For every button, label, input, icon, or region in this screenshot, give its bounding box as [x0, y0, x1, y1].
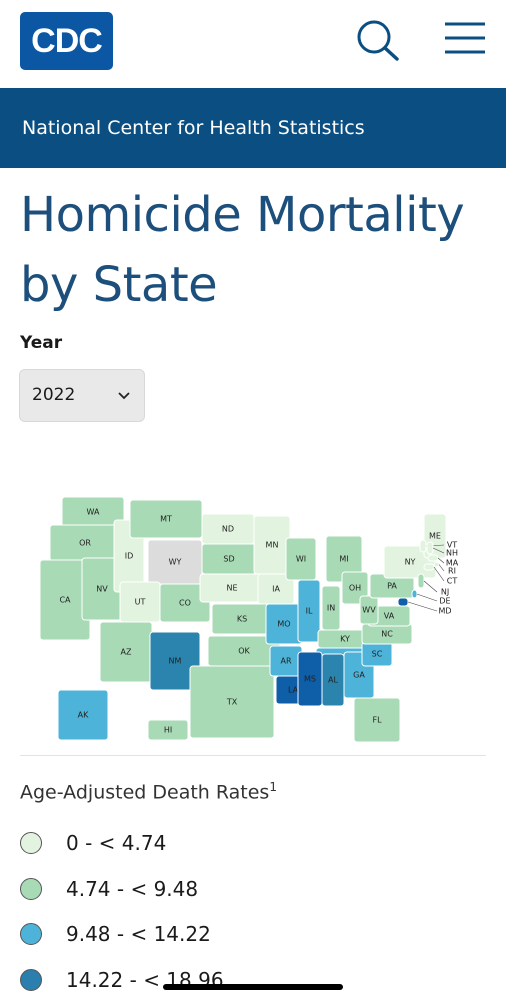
- state: [426, 541, 434, 555]
- state-label: GA: [353, 671, 365, 680]
- legend-swatch: [20, 923, 42, 945]
- state-label: KY: [340, 635, 350, 644]
- leader-line: [433, 566, 445, 582]
- legend-swatch: [20, 832, 42, 854]
- state-label: KS: [237, 615, 247, 624]
- state-label: IN: [327, 604, 335, 613]
- state-label: OH: [349, 584, 361, 593]
- state-label: SD: [223, 555, 234, 564]
- state: [57, 689, 109, 741]
- state-label: VT: [447, 541, 457, 550]
- state-label: MN: [266, 541, 279, 550]
- footnote: 1: [269, 780, 277, 794]
- state-label: ID: [125, 552, 134, 561]
- state: [297, 579, 321, 643]
- state: [159, 583, 211, 623]
- state: [417, 573, 425, 589]
- legend-swatch: [20, 877, 42, 900]
- search-icon[interactable]: [355, 18, 401, 62]
- state-label: NE: [226, 584, 237, 593]
- state: [189, 665, 275, 739]
- state: [147, 719, 189, 741]
- state: [423, 563, 435, 571]
- chevron: [118, 392, 130, 400]
- state-label: LA: [288, 686, 299, 695]
- legend-label: 9.48 - < 14.22: [66, 922, 211, 946]
- state-label: NY: [405, 558, 416, 567]
- state-label: VA: [384, 612, 395, 621]
- state: [419, 539, 427, 553]
- state-label: MO: [277, 620, 290, 629]
- legend-label: 0 - < 4.74: [66, 831, 167, 855]
- leader-line: [432, 547, 445, 554]
- state-label: NV: [96, 585, 108, 594]
- state-label: ME: [429, 532, 441, 541]
- state: [427, 554, 439, 562]
- state-label: MS: [304, 675, 316, 684]
- leader-line: [416, 593, 438, 602]
- leader-line: [407, 601, 438, 612]
- leader-line: [423, 580, 438, 593]
- state-label: CA: [59, 596, 71, 605]
- legend-item[interactable]: 14.22 - < 18.96: [20, 965, 224, 995]
- state-label: WI: [296, 555, 306, 564]
- state-label: OR: [79, 539, 91, 548]
- state: [397, 597, 409, 607]
- state-label: HI: [164, 726, 172, 735]
- year-value: 2022: [32, 385, 76, 405]
- legend-item[interactable]: 4.74 - < 9.48: [20, 874, 198, 904]
- state-label: ND: [222, 525, 234, 534]
- page-title: Homicide Mortality by State: [20, 187, 465, 313]
- legend-item[interactable]: 0 - < 4.74: [20, 828, 166, 858]
- state-label: NM: [169, 657, 182, 666]
- year-select[interactable]: 2022: [19, 369, 145, 422]
- divider: [20, 755, 486, 756]
- state-label: CT: [447, 577, 458, 586]
- state-label: AL: [328, 676, 338, 685]
- state-label: MD: [438, 607, 451, 616]
- leader-line: [437, 557, 445, 564]
- state-label: IL: [306, 607, 313, 616]
- state-label: MA: [446, 559, 459, 568]
- state-label: MT: [160, 515, 172, 524]
- site-band: National Center for Health Statistics: [0, 88, 506, 168]
- state-label: SC: [372, 650, 383, 659]
- state: [359, 595, 379, 625]
- state-label: IA: [272, 585, 280, 594]
- legend-title-text: Age-Adjusted Death Rates: [20, 781, 270, 804]
- cdc-logo[interactable]: CDC: [20, 12, 113, 70]
- state-label: WV: [362, 606, 376, 615]
- state-label: NJ: [441, 588, 449, 597]
- state: [411, 589, 418, 599]
- state-label: AK: [78, 711, 89, 720]
- state: [353, 697, 401, 743]
- legend-swatch: [20, 968, 42, 991]
- state-label: TX: [226, 698, 238, 707]
- menu-icon[interactable]: [444, 20, 486, 56]
- state: [149, 631, 201, 691]
- state-label: AZ: [121, 648, 132, 657]
- legend-label: 4.74 - < 9.48: [66, 876, 199, 901]
- state-label: NH: [446, 549, 458, 558]
- state-label: RI: [448, 567, 456, 576]
- state-label: WA: [87, 508, 100, 517]
- leader-line: [438, 564, 445, 572]
- legend-item[interactable]: 9.48 - < 14.22: [20, 919, 211, 949]
- state-label: NC: [381, 630, 393, 639]
- state-label: PA: [387, 582, 397, 591]
- state-label: WY: [169, 558, 182, 567]
- state-label: CO: [179, 599, 191, 608]
- state-label: AR: [280, 657, 291, 666]
- us-map[interactable]: WA OR CA NV ID MT WY UT CO AZ NM ND SD NE KS OK TX MN IA MO…: [0, 480, 506, 760]
- state: [433, 561, 440, 568]
- state-label: FL: [372, 716, 382, 725]
- state-label: UT: [135, 598, 146, 607]
- state-label: DE: [439, 597, 450, 606]
- state-label: MI: [339, 555, 348, 564]
- legend-title: Age-Adjusted Death Rates1: [20, 780, 277, 803]
- year-label: Year: [20, 333, 63, 353]
- home-indicator: [163, 984, 343, 990]
- state-label: OK: [238, 647, 250, 656]
